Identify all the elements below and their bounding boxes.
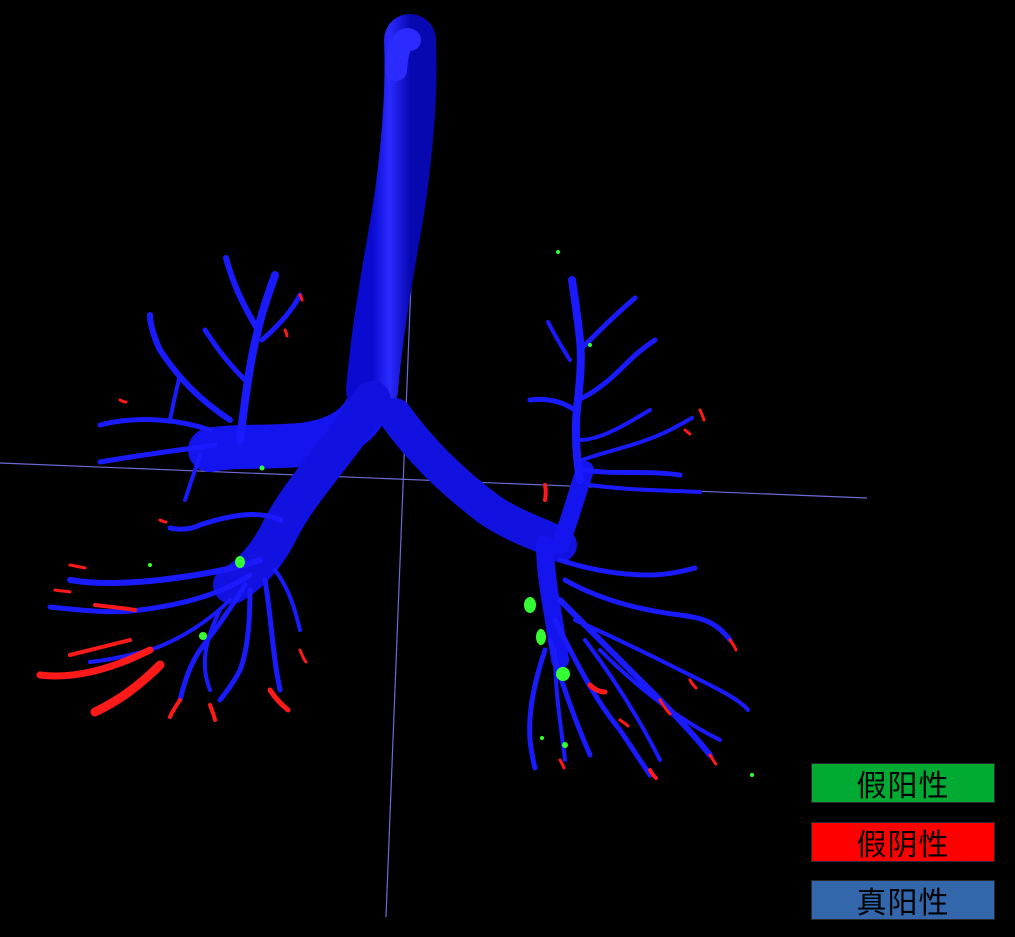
legend-label-true-positive: 真阳性 [856,886,950,921]
legend-label-false-negative: 假阴性 [856,828,950,863]
legend-item-true-positive: 真阳性 [811,880,995,921]
crosshair-vertical [385,257,413,918]
legend-item-false-positive: 假阳性 [811,763,995,804]
false-positive-regions [148,250,754,777]
legend-label-false-positive: 假阳性 [856,769,950,804]
false-negative-segments [36,293,738,780]
legend-item-false-negative: 假阴性 [811,822,995,863]
airway-branches [47,255,750,778]
crosshair [0,257,868,918]
airway-trunk [188,14,594,669]
